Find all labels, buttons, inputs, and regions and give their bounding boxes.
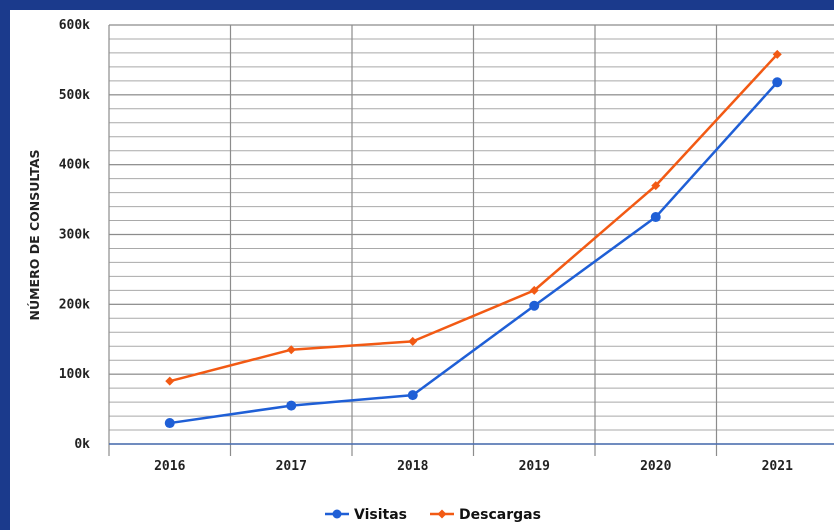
- data-point-descargas: [651, 181, 661, 191]
- data-point-visitas: [286, 400, 297, 411]
- legend-marker-descargas: [437, 509, 447, 519]
- y-axis-ticks: 0k 100k 200k 300k 400k 500k 600k: [59, 18, 90, 452]
- data-point-descargas: [286, 345, 296, 355]
- series-line-visitas: [169, 81, 779, 425]
- legend-marker-visitas: [332, 509, 342, 519]
- y-tick-label: 400k: [59, 158, 90, 173]
- y-tick-label: 200k: [59, 297, 90, 312]
- data-point-descargas: [165, 376, 175, 386]
- data-point-descargas: [772, 49, 782, 59]
- x-tick-label: 2017: [276, 459, 307, 474]
- y-tick-label: 600k: [59, 18, 90, 33]
- grid: [108, 24, 834, 456]
- data-point-descargas: [529, 285, 539, 295]
- series-line-descargas: [169, 53, 779, 383]
- x-axis-ticks: 2016 2017 2018 2019 2020 2021: [154, 459, 793, 474]
- legend-label-visitas: Visitas: [354, 507, 407, 523]
- y-tick-label: 300k: [59, 228, 90, 243]
- data-point-visitas: [650, 212, 661, 223]
- x-tick-label: 2019: [519, 459, 550, 474]
- y-axis-title: NÚMERO DE CONSULTAS: [27, 149, 42, 320]
- y-tick-label: 0k: [74, 437, 90, 452]
- y-tick-label: 100k: [59, 367, 90, 382]
- x-tick-label: 2018: [397, 459, 428, 474]
- legend: Visitas Descargas: [325, 507, 541, 523]
- data-point-visitas: [772, 77, 783, 88]
- data-point-visitas: [407, 390, 418, 401]
- x-tick-label: 2021: [762, 459, 793, 474]
- x-tick-label: 2020: [640, 459, 671, 474]
- data-point-descargas: [408, 336, 418, 346]
- data-point-visitas: [164, 418, 175, 429]
- y-tick-label: 500k: [59, 88, 90, 103]
- series-group: [164, 49, 783, 429]
- x-tick-label: 2016: [154, 459, 185, 474]
- data-point-visitas: [529, 300, 540, 311]
- legend-label-descargas: Descargas: [459, 507, 541, 523]
